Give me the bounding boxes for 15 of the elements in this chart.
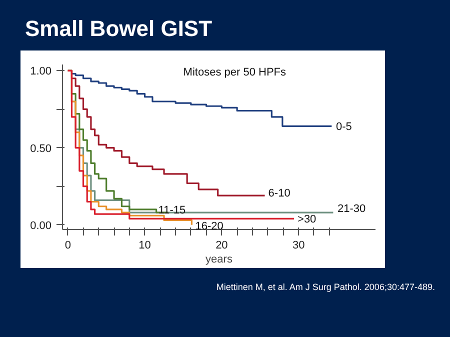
- annotation: 21-30: [338, 202, 366, 215]
- y-tick-label: 0.00: [30, 220, 52, 232]
- text: Miettinen M, et al. Am J Surg Pathol. 2006;30:477-489.: [216, 281, 435, 294]
- chart-title: Small Bowel GIST: [25, 15, 212, 43]
- annotation: >30: [298, 213, 316, 226]
- x-tick-label: 30: [292, 240, 305, 252]
- y-tick-label: 1.00: [30, 66, 52, 78]
- annotation: 0-5: [336, 121, 352, 134]
- x-tick-label: 0: [64, 240, 71, 252]
- annotation: Mitoses per 50 HPFs: [183, 66, 286, 78]
- x-axis-title: years: [206, 254, 233, 266]
- y-tick-label: 0.50: [30, 142, 52, 155]
- annotation: 6-10: [268, 187, 290, 200]
- x-tick-label: 20: [216, 240, 228, 252]
- x-tick-label: 10: [138, 240, 151, 252]
